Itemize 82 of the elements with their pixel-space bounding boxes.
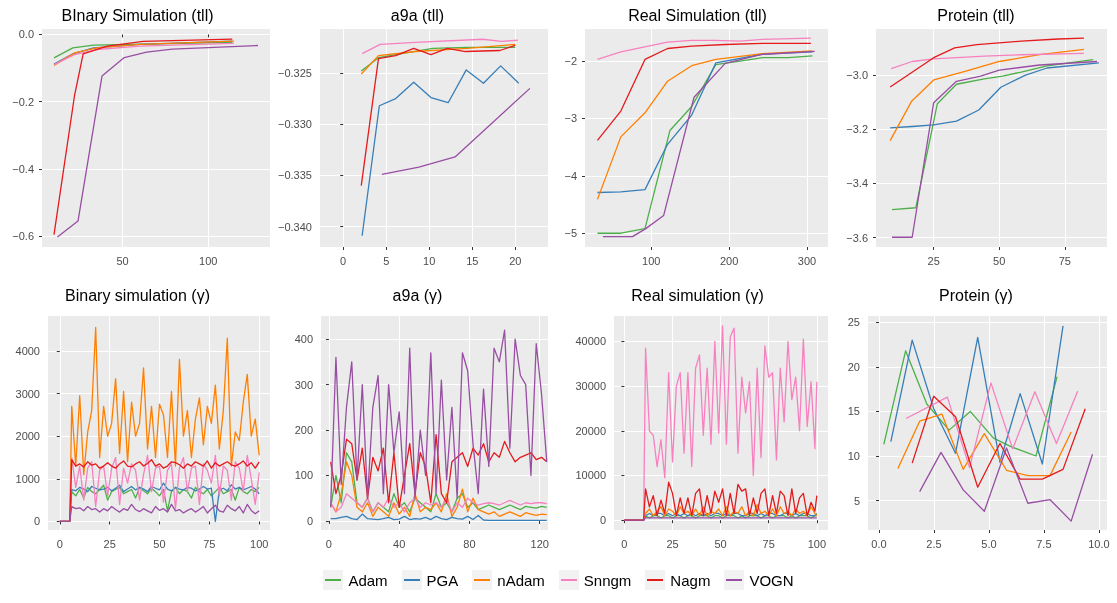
x-tick-label: 80 (463, 537, 476, 550)
chart-title: a9a (tll) (390, 6, 445, 24)
x-tick-label: 25 (666, 537, 679, 550)
y-tick-label: 400 (294, 333, 313, 346)
x-tick-label: 75 (1058, 254, 1071, 267)
y-tick-label: 3000 (15, 387, 40, 400)
y-tick-label: 10 (847, 449, 860, 462)
x-tick-label: 0 (56, 537, 63, 550)
x-tick-label: 100 (250, 537, 269, 550)
y-tick-label: −0.340 (278, 220, 312, 233)
x-tick-label: 15 (466, 254, 479, 267)
y-tick-label: −2 (564, 55, 577, 68)
x-tick-label: 50 (714, 537, 727, 550)
x-tick-label: 75 (203, 537, 216, 550)
y-tick-label: 0 (33, 515, 40, 528)
x-tick-label: 5 (383, 254, 390, 267)
chart-title: Protein (γ) (939, 286, 1013, 304)
y-tick-label: −5 (564, 227, 577, 240)
y-tick-label: 0 (599, 514, 606, 527)
chart-title: Real simulation (γ) (631, 286, 764, 304)
legend-label: nAdam (497, 571, 545, 589)
y-tick-label: 100 (294, 469, 313, 482)
y-tick-label: 25 (847, 316, 860, 329)
y-tick-label: 5 (853, 494, 860, 507)
y-tick-label: −0.335 (278, 169, 312, 182)
x-tick-label: 300 (797, 254, 817, 267)
legend-label: Nagm (670, 571, 711, 589)
y-tick-label: −3.4 (846, 177, 868, 190)
y-tick-label: −3.0 (846, 69, 868, 82)
x-tick-label: 75 (762, 537, 775, 550)
x-tick-label: 25 (927, 254, 940, 267)
y-tick-label: 2000 (15, 430, 40, 443)
x-tick-label: 200 (719, 254, 739, 267)
chart-title: a9a (γ) (392, 286, 443, 304)
y-tick-label: −0.2 (12, 95, 34, 108)
y-tick-label: −3.2 (846, 123, 868, 136)
x-tick-label: 25 (103, 537, 116, 550)
x-tick-label: 40 (393, 537, 406, 550)
x-tick-label: 2.5 (926, 537, 942, 550)
x-tick-label: 50 (116, 254, 129, 267)
y-tick-label: 10000 (575, 469, 606, 482)
legend-label: VOGN (749, 571, 794, 589)
legend-label: Adam (348, 571, 388, 589)
y-tick-label: 0.0 (18, 28, 34, 41)
y-tick-label: 4000 (15, 344, 40, 357)
x-tick-label: 0 (325, 537, 332, 550)
x-tick-label: 5.0 (981, 537, 997, 550)
x-tick-label: 10.0 (1088, 537, 1110, 550)
y-tick-label: 300 (294, 378, 313, 391)
x-tick-label: 7.5 (1036, 537, 1052, 550)
x-tick-label: 50 (993, 254, 1006, 267)
y-tick-label: 20 (847, 360, 860, 373)
y-tick-label: 1000 (15, 472, 40, 485)
y-tick-label: −3.6 (846, 231, 868, 244)
chart-title: Binary simulation (γ) (65, 286, 210, 304)
x-tick-label: 100 (807, 537, 827, 550)
y-tick-label: 200 (294, 424, 313, 437)
y-tick-label: 15 (847, 405, 860, 418)
x-tick-label: 0.0 (871, 537, 887, 550)
y-tick-label: −0.4 (12, 162, 34, 175)
x-tick-label: 100 (642, 254, 661, 267)
y-tick-label: −0.6 (12, 230, 34, 243)
y-tick-label: −4 (564, 169, 577, 182)
chart-title: Protein (tll) (937, 6, 1015, 24)
y-tick-label: 0 (306, 514, 313, 527)
chart-title: BInary Simulation (tll) (61, 6, 214, 24)
x-tick-label: 10 (423, 254, 436, 267)
x-tick-label: 0 (340, 254, 347, 267)
chart-title: Real Simulation (tll) (628, 6, 767, 24)
y-tick-label: −0.330 (278, 118, 312, 131)
y-tick-label: 40000 (575, 335, 606, 348)
x-tick-label: 20 (509, 254, 522, 267)
x-tick-label: 120 (530, 537, 549, 550)
y-tick-label: −0.325 (278, 67, 312, 80)
legend-label: Snngm (583, 571, 632, 589)
x-tick-label: 0 (621, 537, 628, 550)
legend-label: PGA (426, 571, 459, 589)
y-tick-label: 30000 (575, 380, 606, 393)
x-tick-label: 50 (153, 537, 166, 550)
y-tick-label: −3 (564, 112, 577, 125)
y-tick-label: 20000 (575, 424, 606, 437)
x-tick-label: 100 (199, 254, 218, 267)
